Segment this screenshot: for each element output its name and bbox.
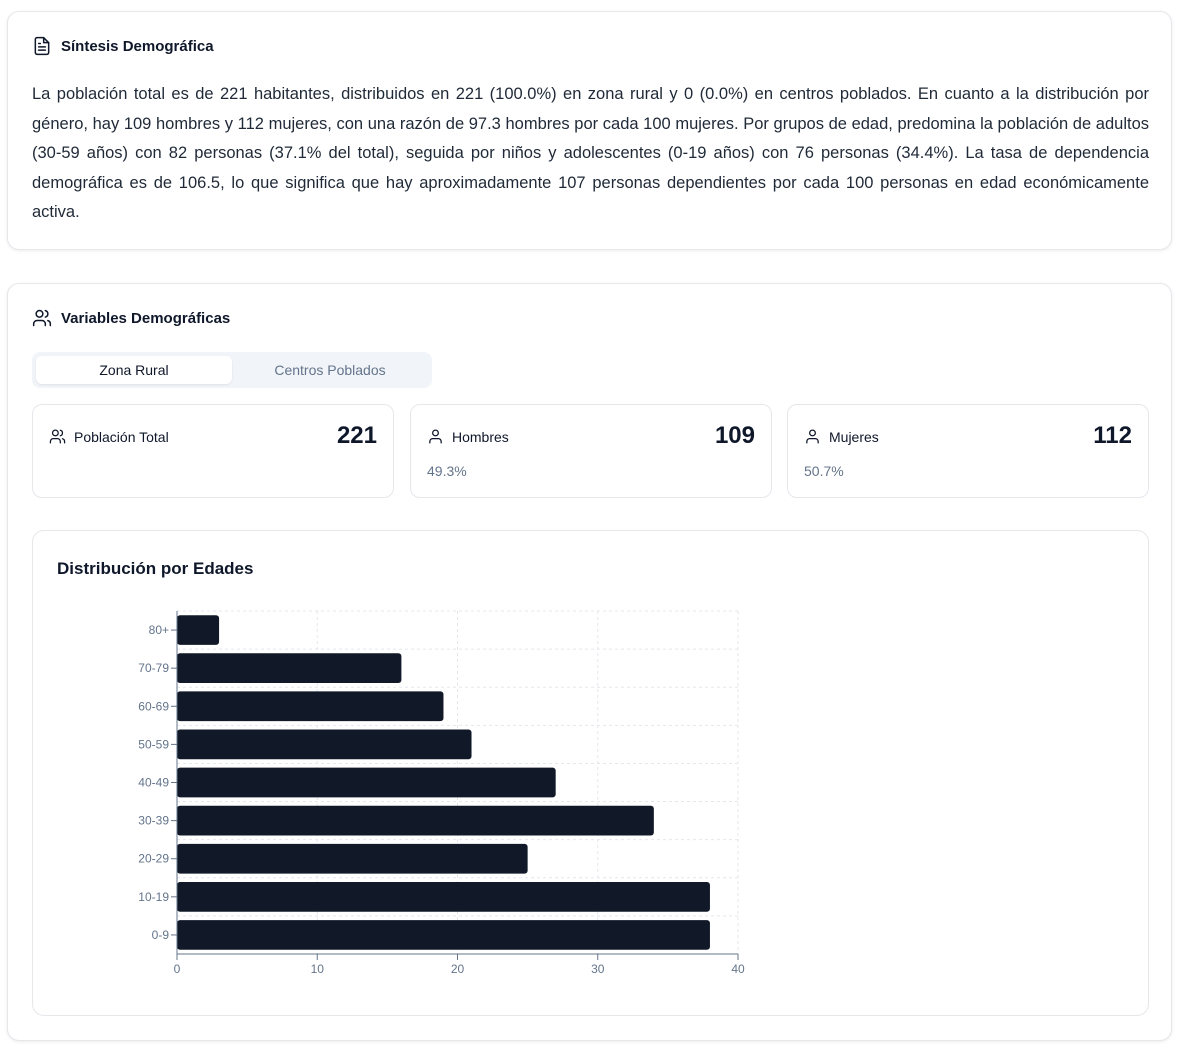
variables-header: Variables Demográficas xyxy=(32,308,230,328)
variables-card: Variables Demográficas Zona Rural Centro… xyxy=(7,283,1172,1041)
summary-text: La población total es de 221 habitantes,… xyxy=(32,85,1149,221)
bar-80+ xyxy=(177,615,220,645)
y-tick-label: 40-49 xyxy=(138,776,169,790)
summary-card: Síntesis Demográfica La población total … xyxy=(7,11,1172,250)
summary-header: Síntesis Demográfica xyxy=(32,36,214,56)
tab-zona-rural[interactable]: Zona Rural xyxy=(36,356,232,384)
x-tick-label: 0 xyxy=(174,962,181,976)
users-icon xyxy=(49,428,66,445)
stat-card-mujeres: Mujeres 112 50.7% xyxy=(787,404,1149,498)
chart-title: Distribución por Edades xyxy=(57,559,254,578)
bar-70-79 xyxy=(177,653,402,684)
zone-tabs: Zona Rural Centros Poblados xyxy=(32,352,432,388)
bar-30-39 xyxy=(177,805,654,836)
document-icon xyxy=(32,36,52,56)
stat-card-hombres: Hombres 109 49.3% xyxy=(410,404,772,498)
stat-label-row: Hombres xyxy=(427,428,509,445)
x-tick-label: 20 xyxy=(451,962,465,976)
bar-50-59 xyxy=(177,729,472,760)
y-tick-label: 20-29 xyxy=(138,852,169,866)
summary-title: Síntesis Demográfica xyxy=(61,37,214,55)
stat-value: 112 xyxy=(1093,422,1132,449)
users-icon xyxy=(32,308,52,328)
user-icon xyxy=(427,428,444,445)
variables-title: Variables Demográficas xyxy=(61,309,231,327)
stat-value: 109 xyxy=(714,422,755,449)
stat-label: Hombres xyxy=(452,428,509,445)
bar-60-69 xyxy=(177,691,444,722)
stat-card-poblacion-total: Población Total 221 xyxy=(32,404,394,498)
bar-10-19 xyxy=(177,881,710,912)
age-distribution-chart: 80+ 70-79 60-69 50-59 40-49 30-39 20-29 10-19 0-… xyxy=(138,610,745,976)
y-tick-label: 80+ xyxy=(149,623,169,637)
stat-label: Mujeres xyxy=(829,428,879,445)
stat-label-row: Población Total xyxy=(49,428,169,445)
bar-0-9 xyxy=(177,920,710,950)
x-tick-label: 10 xyxy=(311,962,325,976)
y-tick-label: 50-59 xyxy=(138,737,169,751)
stat-percentage: 50.7% xyxy=(804,463,844,479)
y-tick-label: 70-79 xyxy=(138,661,169,675)
age-distribution-card: Distribución por Edades 80+ 70-79 60-69 50-… xyxy=(32,530,1149,1016)
y-tick-label: 60-69 xyxy=(138,699,169,713)
y-tick-label: 0-9 xyxy=(152,928,170,942)
x-tick-label: 30 xyxy=(591,962,605,976)
y-tick-label: 30-39 xyxy=(138,814,169,828)
stat-label-row: Mujeres xyxy=(804,428,879,445)
user-icon xyxy=(804,428,821,445)
stat-label: Población Total xyxy=(74,428,169,445)
stat-value: 221 xyxy=(336,422,377,449)
bar-20-29 xyxy=(177,843,528,874)
tab-centros-poblados[interactable]: Centros Poblados xyxy=(274,362,386,378)
stat-percentage: 49.3% xyxy=(427,463,467,479)
bar-40-49 xyxy=(177,767,556,798)
y-tick-label: 10-19 xyxy=(138,890,169,904)
x-tick-label: 40 xyxy=(731,962,745,976)
